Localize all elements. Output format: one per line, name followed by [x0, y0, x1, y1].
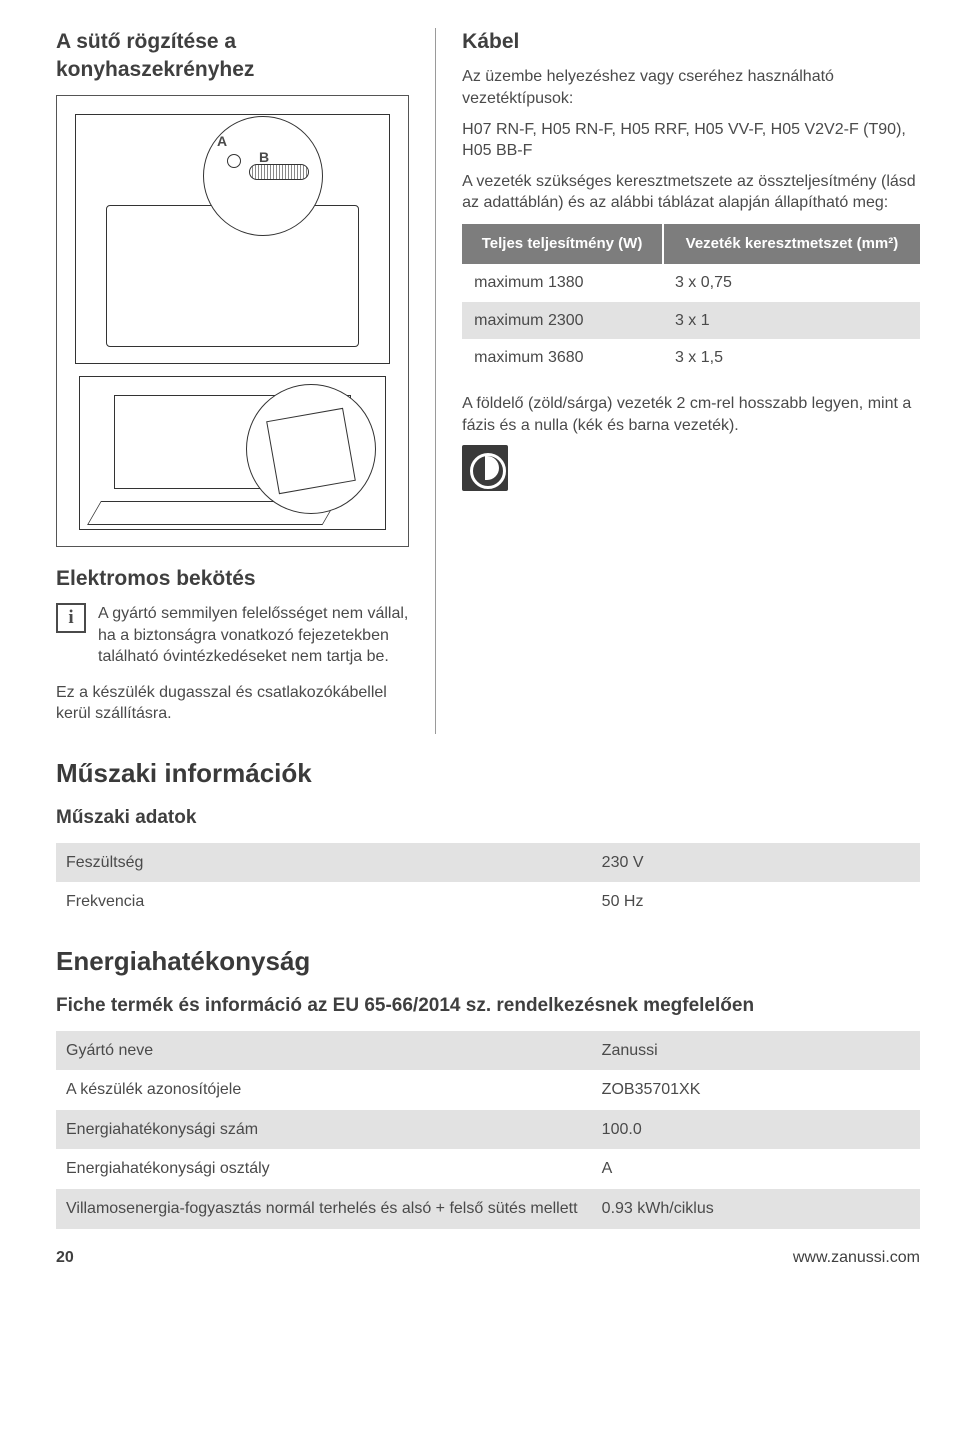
diagram-label-b: B [259, 148, 269, 167]
table-header-power: Teljes teljesítmény (W) [462, 224, 663, 264]
cross-section-table: Teljes teljesítmény (W) Vezeték keresztm… [462, 224, 920, 377]
tech-spec-table: Feszültség230 VFrekvencia50 Hz [56, 843, 920, 922]
page-number: 20 [56, 1247, 74, 1269]
spec-value: Zanussi [592, 1031, 920, 1071]
spec-value: 100.0 [592, 1110, 920, 1150]
tech-info-title: Műszaki információk [56, 756, 920, 791]
energy-spec-table: Gyártó neveZanussiA készülék azonosítóje… [56, 1031, 920, 1229]
cross-intro: A vezeték szükséges keresztmetszete az ö… [462, 171, 920, 214]
table-cell: 3 x 1,5 [663, 339, 920, 377]
cable-intro: Az üzembe helyezéshez vagy cseréhez hasz… [462, 66, 920, 109]
cable-title: Kábel [462, 28, 920, 56]
spec-label: A készülék azonosítójele [56, 1070, 592, 1110]
spec-label: Feszültség [56, 843, 592, 883]
right-column: Kábel Az üzembe helyezéshez vagy cseréhe… [436, 28, 920, 734]
footer-url: www.zanussi.com [793, 1247, 920, 1269]
table-cell: 3 x 1 [663, 302, 920, 340]
spec-label: Energiahatékonysági szám [56, 1110, 592, 1150]
spec-value: A [592, 1149, 920, 1189]
energy-subtitle: Fiche termék és információ az EU 65-66/2… [56, 993, 920, 1019]
tech-data-subtitle: Műszaki adatok [56, 805, 920, 831]
table-cell: 3 x 0,75 [663, 264, 920, 302]
spec-label: Frekvencia [56, 882, 592, 922]
plug-text: Ez a készülék dugasszal és csatlakozókáb… [56, 682, 409, 725]
info-box: i A gyártó semmilyen felelősséget nem vá… [56, 603, 409, 668]
diagram-label-a: A [217, 132, 227, 151]
table-cell: maximum 2300 [462, 302, 663, 340]
spec-value: 0.93 kWh/ciklus [592, 1189, 920, 1229]
info-text: A gyártó semmilyen felelősséget nem váll… [98, 603, 409, 668]
left-column: A sütő rögzítése a konyhaszekrényhez A B [56, 28, 436, 734]
page-footer: 20 www.zanussi.com [56, 1247, 920, 1269]
cable-types: H07 RN-F, H05 RN-F, H05 RRF, H05 VV-F, H… [462, 119, 920, 162]
table-cell: maximum 3680 [462, 339, 663, 377]
oven-diagram: A B [56, 95, 409, 547]
table-cell: maximum 1380 [462, 264, 663, 302]
electrical-title: Elektromos bekötés [56, 565, 409, 593]
spec-label: Villamosenergia-fogyasztás normál terhel… [56, 1189, 592, 1229]
spec-label: Gyártó neve [56, 1031, 592, 1071]
spec-value: 230 V [592, 843, 920, 883]
info-icon: i [56, 603, 86, 633]
fixing-title: A sütő rögzítése a konyhaszekrényhez [56, 28, 409, 85]
energy-title: Energiahatékonyság [56, 944, 920, 979]
spec-label: Energiahatékonysági osztály [56, 1149, 592, 1189]
spec-value: 50 Hz [592, 882, 920, 922]
ground-note: A földelő (zöld/sárga) vezeték 2 cm-rel … [462, 393, 920, 436]
table-header-cross: Vezeték keresztmetszet (mm²) [663, 224, 920, 264]
electrolux-logo-icon [462, 445, 508, 491]
spec-value: ZOB35701XK [592, 1070, 920, 1110]
